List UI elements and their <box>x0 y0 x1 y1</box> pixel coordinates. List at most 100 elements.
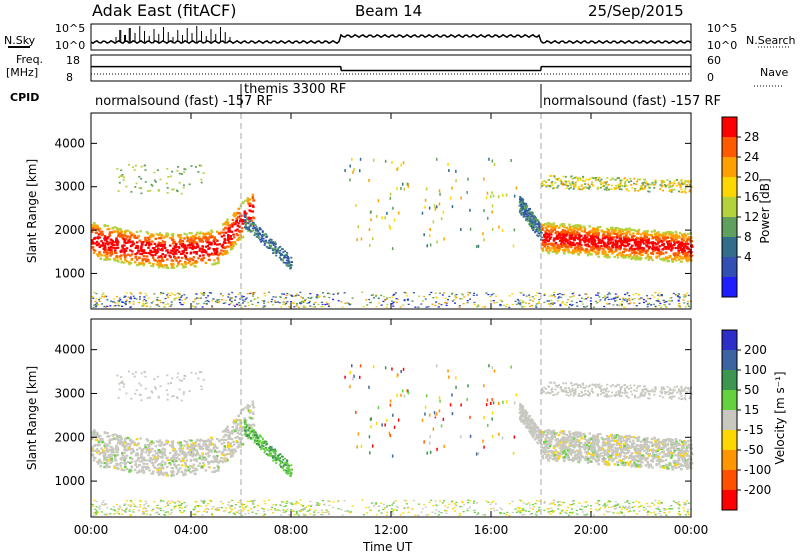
power-cell <box>560 183 563 185</box>
power-cell <box>237 302 240 304</box>
power-cell <box>578 188 581 191</box>
power-cell <box>662 179 665 182</box>
power-cell <box>123 296 126 298</box>
power-cell <box>95 305 98 307</box>
power-cell <box>128 164 130 166</box>
velocity-cell <box>242 408 245 411</box>
power-cell <box>611 252 614 255</box>
power-cell <box>116 239 119 242</box>
power-cell <box>448 295 451 298</box>
power-cell <box>673 188 676 191</box>
power-cell <box>368 228 371 231</box>
velocity-cell <box>98 453 101 456</box>
power-cell <box>677 236 681 239</box>
power-cell <box>560 223 564 226</box>
power-cell <box>214 251 217 254</box>
power-cell <box>590 240 594 244</box>
power-cell <box>116 243 119 247</box>
power-cell <box>552 239 556 242</box>
power-cell <box>171 234 175 238</box>
power-cell <box>210 230 214 234</box>
power-cell <box>496 301 499 304</box>
power-cell <box>546 221 550 225</box>
power-cell <box>684 191 687 194</box>
power-cell <box>589 235 593 238</box>
velocity-cell <box>192 463 196 466</box>
power-cell <box>519 200 522 203</box>
power-cell <box>91 241 94 244</box>
power-cell <box>499 299 502 301</box>
power-cell <box>127 261 131 264</box>
velocity-cell <box>98 443 101 446</box>
power-cell <box>523 213 526 215</box>
velocity-cell <box>277 454 280 457</box>
power-cell <box>557 244 561 247</box>
power-cell <box>592 250 595 253</box>
power-cell <box>578 241 582 244</box>
power-cell <box>625 241 628 244</box>
power-cell <box>546 243 549 246</box>
velocity-cell <box>186 466 190 469</box>
velocity-cell <box>225 428 228 432</box>
velocity-cell <box>236 431 240 434</box>
power-cell <box>118 297 121 299</box>
power-cell <box>561 225 565 228</box>
velocity-cell <box>141 457 144 460</box>
power-cell <box>118 181 121 184</box>
power-cell <box>664 238 667 241</box>
power-cell <box>211 305 213 307</box>
power-cell <box>128 301 131 303</box>
power-cell <box>150 302 153 304</box>
power-cell <box>487 216 489 220</box>
power-cell <box>114 251 118 254</box>
power-cell <box>491 159 494 163</box>
power-cell <box>654 246 658 250</box>
power-cell <box>138 298 141 300</box>
power-cell <box>96 224 99 227</box>
velocity-cell <box>172 470 175 473</box>
velocity-cell <box>186 447 189 450</box>
power-cell <box>561 236 565 239</box>
velocity-cell <box>184 465 188 468</box>
velocity-cell <box>154 445 157 448</box>
power-cell <box>231 241 235 244</box>
power-cell <box>643 235 647 238</box>
power-cell <box>633 250 636 253</box>
power-cell <box>216 243 219 246</box>
power-cell <box>245 212 248 215</box>
power-cell <box>502 193 504 197</box>
power-cell <box>146 232 150 235</box>
power-cell <box>175 242 178 246</box>
power-cell <box>170 259 174 262</box>
velocity-cell <box>192 443 195 447</box>
power-cell <box>590 248 593 252</box>
power-cell <box>341 306 344 308</box>
velocity-cell <box>172 454 175 458</box>
power-cell <box>262 237 265 240</box>
velocity-cell <box>165 472 168 475</box>
velocity-cell <box>166 442 169 445</box>
power-cell <box>654 291 657 294</box>
power-cell <box>434 292 437 294</box>
power-cell <box>133 169 136 171</box>
velocity-cell <box>171 377 174 380</box>
velocity-cell <box>190 443 193 446</box>
power-cell <box>645 182 648 185</box>
power-cell <box>549 185 552 188</box>
power-cell <box>439 192 441 196</box>
power-cell <box>258 236 260 238</box>
power-cell <box>183 302 186 304</box>
power-cell <box>559 179 562 181</box>
power-cell <box>169 251 172 254</box>
power-cell <box>522 294 525 296</box>
power-cell <box>365 299 368 301</box>
power-cell <box>185 297 188 299</box>
velocity-cell <box>92 459 96 462</box>
velocity-cell <box>242 427 245 430</box>
velocity-cell <box>135 389 138 392</box>
power-cell <box>665 300 668 303</box>
velocity-cell <box>229 449 232 452</box>
power-cell <box>647 183 649 186</box>
power-cell <box>96 228 100 231</box>
power-cell <box>166 235 169 238</box>
